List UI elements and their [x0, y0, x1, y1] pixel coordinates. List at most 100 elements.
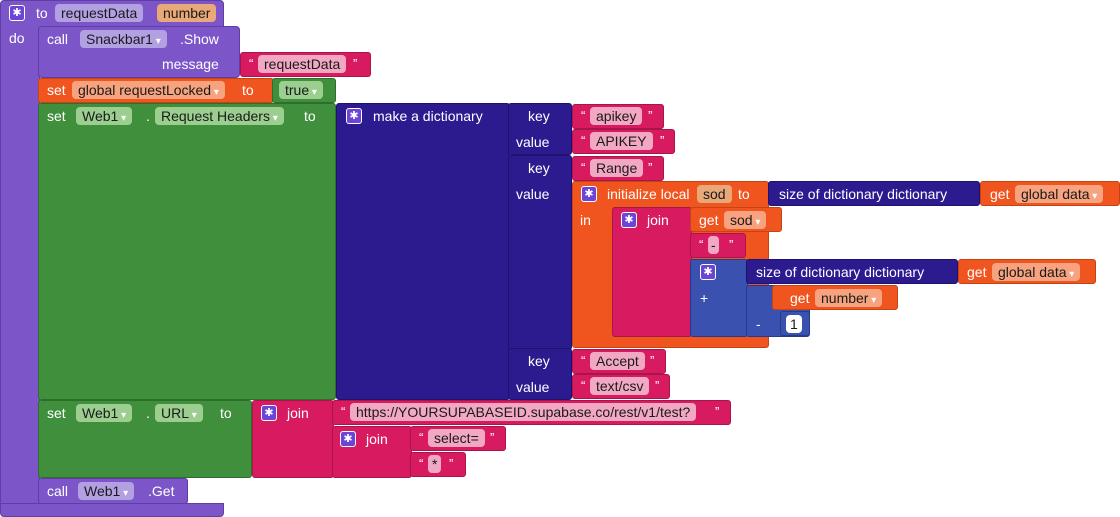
quote-icon: “ — [419, 456, 424, 471]
init-local-label: initialize local — [607, 186, 690, 202]
url-join-label: join — [287, 405, 309, 421]
pair3-value-label: value — [516, 379, 550, 395]
join-gear-icon[interactable]: ✱ — [621, 212, 637, 228]
size-dict-label: size of dictionary dictionary — [779, 186, 948, 202]
procedure-do-label: do — [9, 30, 25, 46]
init-gear-icon[interactable]: ✱ — [581, 186, 597, 202]
dash-text[interactable]: - — [708, 236, 719, 254]
add-gear-icon[interactable]: ✱ — [700, 264, 716, 280]
init-local-var[interactable]: sod — [697, 185, 732, 203]
apikey-key-text[interactable]: apikey — [590, 107, 643, 125]
message-text-value[interactable]: requestData — [258, 55, 347, 73]
init-local-in-label: in — [580, 212, 591, 228]
quote-icon: ” — [490, 430, 495, 445]
url-dot-label: . — [146, 405, 150, 421]
procedure-body-left — [0, 28, 40, 508]
size-dict-2-label: size of dictionary dictionary — [756, 264, 925, 280]
url-join-gear-icon[interactable]: ✱ — [261, 405, 277, 421]
snackbar-call-label: call — [47, 31, 69, 47]
url-text-value[interactable]: https://YOURSUPABASEID.supabase.co/rest/… — [350, 403, 697, 421]
true-value-dropdown[interactable]: true — [279, 81, 323, 99]
range-key-text[interactable]: Range — [590, 159, 644, 177]
get-label: get — [990, 186, 1010, 202]
size-of-dictionary-block[interactable] — [768, 181, 980, 206]
quote-icon: “ — [581, 160, 586, 175]
url-join2-gear-icon[interactable]: ✱ — [340, 431, 356, 447]
accept-key-text[interactable]: Accept — [590, 352, 645, 370]
snackbar-message-label: message — [162, 56, 219, 72]
join-sod-block[interactable] — [612, 207, 692, 337]
get-sod-label: get — [699, 212, 719, 228]
headers-component-dropdown[interactable]: Web1 — [76, 107, 133, 125]
quote-icon: “ — [419, 430, 424, 445]
set-locked-to-label: to — [242, 82, 254, 98]
quote-icon: ” — [655, 378, 660, 393]
web-get-call-label: call — [47, 483, 69, 499]
star-text-value[interactable]: * — [428, 455, 442, 473]
set-locked-set-label: set — [47, 82, 66, 98]
pair3-key-label: key — [528, 353, 550, 369]
quote-icon: “ — [581, 108, 586, 123]
join-label: join — [647, 212, 669, 228]
quote-icon: “ — [699, 237, 704, 252]
get-global-data-dropdown[interactable]: global data — [1015, 185, 1104, 203]
pair1-key-label: key — [528, 108, 550, 124]
make-dictionary-block[interactable] — [336, 103, 510, 400]
make-dictionary-label: make a dictionary — [373, 108, 483, 124]
get-number-label: get — [790, 290, 810, 306]
headers-property-dropdown[interactable]: Request Headers — [155, 107, 284, 125]
headers-dot-label: . — [146, 108, 150, 124]
procedure-param[interactable]: number — [157, 4, 217, 22]
web-get-method-label: .Get — [148, 483, 175, 499]
set-url-block[interactable] — [38, 400, 252, 478]
quote-icon: ” — [449, 456, 454, 471]
get-global-data-2-dropdown[interactable]: global data — [992, 263, 1081, 281]
quote-icon: “ — [581, 353, 586, 368]
procedure-name[interactable]: requestData — [55, 4, 144, 22]
snackbar-component-dropdown[interactable]: Snackbar1 — [80, 30, 167, 48]
snackbar-method-label: .Show — [180, 31, 219, 47]
gear-icon[interactable]: ✱ — [9, 5, 25, 21]
quote-icon: “ — [341, 404, 346, 419]
close-quote-icon: ” — [353, 56, 358, 71]
url-to-label: to — [220, 405, 232, 421]
url-component-dropdown[interactable]: Web1 — [76, 404, 133, 422]
set-url-set-label: set — [47, 405, 66, 421]
pair-block-range[interactable] — [508, 155, 572, 350]
pair1-value-label: value — [516, 134, 550, 150]
add-block[interactable] — [690, 259, 748, 337]
minus-label: - — [756, 316, 761, 332]
url-join2-label: join — [366, 431, 388, 447]
headers-to-label: to — [304, 108, 316, 124]
web-get-component-dropdown[interactable]: Web1 — [78, 482, 135, 500]
quote-icon: “ — [581, 378, 586, 393]
pair-block-apikey[interactable] — [508, 103, 572, 155]
apikey-value-text[interactable]: APIKEY — [590, 132, 653, 150]
number-one-value[interactable]: 1 — [786, 315, 802, 333]
pair2-value-label: value — [516, 186, 550, 202]
plus-label: + — [700, 290, 709, 306]
get-number-dropdown[interactable]: number — [815, 289, 883, 307]
quote-icon: ” — [650, 353, 655, 368]
quote-icon: ” — [715, 404, 720, 419]
get-sod-dropdown[interactable]: sod — [724, 211, 767, 229]
procedure-to-label: to — [36, 5, 48, 21]
set-headers-block[interactable] — [38, 103, 336, 400]
set-locked-variable-dropdown[interactable]: global requestLocked — [72, 81, 225, 99]
get2-label: get — [967, 264, 987, 280]
quote-icon: ” — [648, 108, 653, 123]
dictionary-gear-icon[interactable]: ✱ — [346, 108, 362, 124]
pair-block-accept[interactable] — [508, 348, 572, 400]
url-property-dropdown[interactable]: URL — [155, 404, 203, 422]
quote-icon: “ — [581, 133, 586, 148]
quote-icon: ” — [648, 160, 653, 175]
init-local-to-label: to — [738, 186, 750, 202]
quote-icon: ” — [660, 133, 665, 148]
open-quote-icon: “ — [249, 56, 254, 71]
quote-icon: ” — [729, 237, 734, 252]
select-text-value[interactable]: select= — [428, 429, 485, 447]
pair2-key-label: key — [528, 160, 550, 176]
size-of-dictionary-2-block[interactable] — [746, 259, 958, 284]
accept-value-text[interactable]: text/csv — [590, 377, 650, 395]
set-headers-set-label: set — [47, 108, 66, 124]
